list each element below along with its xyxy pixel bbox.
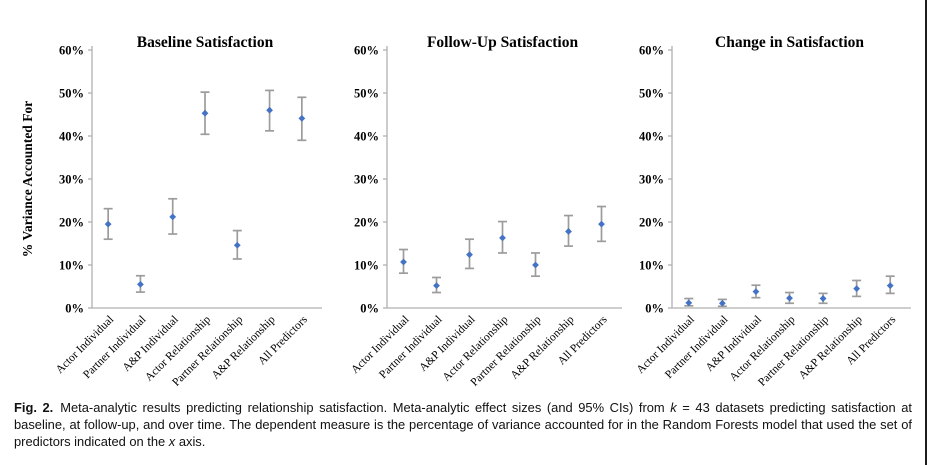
y-tick-label: 30% [59,173,84,187]
chart-svg: Follow-Up Satisfaction 0% 10% 20% 30% 40% 50% 6… [349,34,622,389]
y-tick-label: 0% [360,302,379,316]
chart-panel-change-in-satisfaction: Change in Satisfaction 0% 10% 20% 30% 40% 50% 6… [622,0,932,403]
data-point [499,234,506,242]
data-point [718,299,726,307]
data-point [233,241,241,249]
y-tick-label: 40% [354,130,379,144]
chart-svg: Baseline Satisfaction % Variance Accounte… [20,34,322,389]
y-tick-label: 40% [59,130,84,144]
x-tick-label: Partner Individual [663,314,730,381]
data-point [532,261,539,269]
y-tick-label: 30% [354,173,379,187]
y-tick-label: 10% [59,259,84,273]
data-point [565,228,572,235]
figure-caption-var-x: x [168,433,176,449]
data-point [266,106,273,114]
figure-caption: Fig. 2. Meta-analytic results predicting … [14,400,912,450]
y-tick-label: 0% [65,302,84,316]
data-point [853,285,861,293]
chart-row: Baseline Satisfaction % Variance Accounte… [0,0,932,403]
data-point [400,258,407,266]
figure-caption-text: axis. [175,433,206,449]
data-point [169,213,177,221]
x-tick-label: Actor Individual [634,314,696,376]
chart-title: Baseline Satisfaction [137,34,274,51]
chart-panel-baseline-satisfaction: Baseline Satisfaction % Variance Accounte… [0,0,322,403]
y-tick-label: 60% [639,44,664,58]
y-tick-label: 60% [354,44,379,58]
y-tick-label: 40% [639,130,664,144]
data-point [201,109,209,117]
data-point [137,280,144,288]
y-axis-title: % Variance Accounted For [20,101,35,257]
data-point [819,295,827,302]
y-tick-label: 50% [354,87,379,101]
y-tick-label: 50% [639,87,664,101]
y-tick-label: 50% [59,87,84,101]
data-point [104,220,112,228]
chart-svg: Change in Satisfaction 0% 10% 20% 30% 40% 50% 6… [634,34,911,389]
y-tick-label: 10% [354,259,379,273]
figure-caption-var-k: k [670,400,677,415]
y-tick-label: 60% [59,44,84,58]
figure-caption-text: Meta-analytic results predicting relatio… [60,400,671,415]
chart-title: Follow-Up Satisfaction [427,34,579,51]
y-tick-label: 30% [639,173,664,187]
y-tick-label: 20% [639,216,664,230]
figure-caption-label: Fig. 2. [14,400,54,415]
data-point [466,251,473,259]
data-point [752,288,760,296]
page-edge-rule [925,0,927,465]
data-point [433,282,440,290]
chart-title: Change in Satisfaction [715,34,864,51]
x-tick-label: Actor Individual [349,314,411,376]
y-tick-label: 10% [639,259,664,273]
x-tick-label: A&P Individual [120,314,180,374]
data-point [685,299,693,307]
chart-panel-followup-satisfaction: Follow-Up Satisfaction 0% 10% 20% 30% 40% 50% 6… [322,0,622,403]
figure-caption-text: = 43 datasets predicting satisfaction at… [14,400,912,449]
data-point [886,282,894,290]
y-tick-label: 20% [59,216,84,230]
data-point [786,294,793,302]
data-point [298,114,306,122]
y-tick-label: 0% [645,302,664,316]
y-tick-label: 20% [354,216,379,230]
data-point [598,220,605,228]
x-tick-label: Actor Individual [54,314,116,376]
